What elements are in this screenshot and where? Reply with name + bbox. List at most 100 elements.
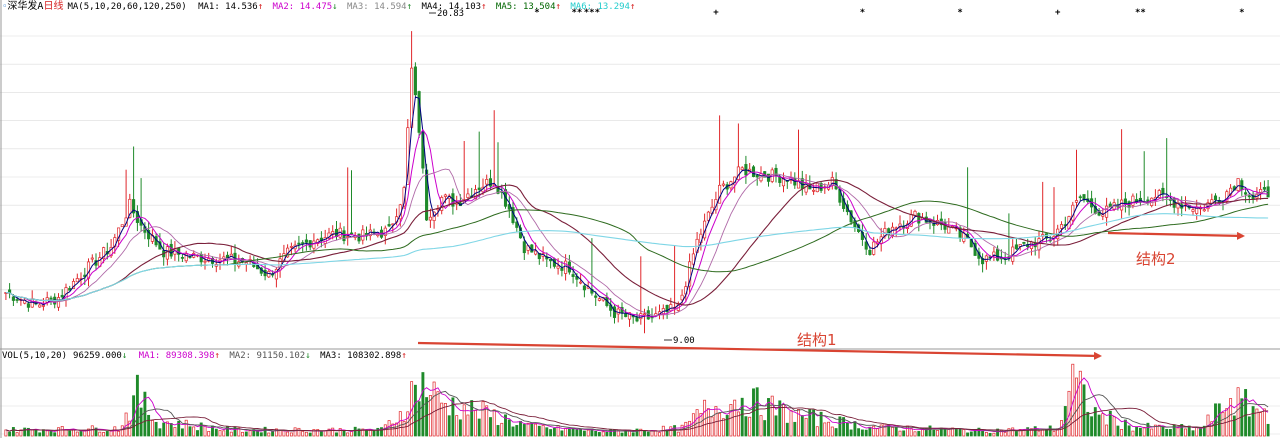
event-mark: *** xyxy=(584,8,600,18)
volume-bar xyxy=(519,420,522,437)
candle-body xyxy=(898,223,902,228)
volume-bar xyxy=(1244,389,1248,437)
volume-bar xyxy=(752,388,755,437)
volume-bar xyxy=(1184,428,1187,437)
volume-bar xyxy=(744,416,748,437)
high-price-value: 20.83 xyxy=(437,9,464,19)
ma10-line xyxy=(5,128,1269,318)
volume-bar xyxy=(594,430,598,437)
volume-bar xyxy=(537,425,541,437)
ma20-line xyxy=(5,168,1269,316)
volume-bar xyxy=(49,430,53,437)
price-header: ◦深华发A日线 MA(5,10,20,60,120,250) MA1: 14.53… xyxy=(2,0,635,12)
volume-bar xyxy=(564,427,568,437)
candle-body xyxy=(1101,214,1105,217)
volume-bar xyxy=(421,372,425,437)
volume-bar xyxy=(740,397,744,437)
candle-body xyxy=(571,274,575,277)
candle-body xyxy=(1131,195,1135,206)
volume-bar xyxy=(1082,384,1086,437)
volume-bar xyxy=(323,430,327,437)
volume-bar xyxy=(45,430,49,437)
candle-body xyxy=(301,242,305,244)
volume-bar xyxy=(1153,424,1157,437)
volume-bar xyxy=(113,426,117,437)
volume-bar xyxy=(1018,429,1022,437)
candle-body xyxy=(413,66,417,96)
event-mark: ** xyxy=(571,8,582,18)
candle-body xyxy=(721,183,725,186)
volume-bar xyxy=(64,429,68,437)
volume-bar xyxy=(481,401,485,437)
volume-bar xyxy=(947,429,951,437)
volume-bar xyxy=(891,427,894,437)
volume-bar xyxy=(755,387,759,437)
volume-bar xyxy=(1011,427,1015,437)
volume-bar xyxy=(1105,424,1109,437)
candle-body xyxy=(564,260,568,274)
ma2-arrow: ↓ xyxy=(332,2,337,12)
volume-bar xyxy=(87,428,90,437)
candle-body xyxy=(680,294,684,301)
candle-body xyxy=(349,232,354,235)
low-price-label: 9.00 xyxy=(664,336,695,346)
volume-bar xyxy=(132,395,136,437)
volume-bar xyxy=(969,431,973,437)
structure2-label: 结构2 xyxy=(1136,250,1176,268)
candle-body xyxy=(289,246,293,248)
volume-bar xyxy=(571,427,575,437)
volume-bar xyxy=(335,432,338,437)
volume-bar xyxy=(368,429,372,437)
volume-bar xyxy=(673,425,677,437)
volume-bar xyxy=(1262,408,1266,437)
volume-bar xyxy=(785,422,789,437)
candle-body xyxy=(120,224,124,228)
volume-bar xyxy=(319,431,323,437)
volume-bar xyxy=(391,423,395,437)
volume-bar xyxy=(72,429,75,437)
ma4-value: MA4: 14.103 xyxy=(421,2,481,12)
volume-bar xyxy=(567,428,571,437)
volume-bar xyxy=(165,421,169,437)
volume-bar xyxy=(669,426,673,437)
volume-bar xyxy=(180,428,184,437)
volume-bar xyxy=(1067,390,1071,437)
volume-bar xyxy=(748,416,752,437)
event-mark: * xyxy=(860,8,865,18)
volume-bar xyxy=(380,427,383,437)
volume-bar xyxy=(729,404,733,437)
volume-bar xyxy=(199,422,203,437)
candle-body xyxy=(1244,192,1248,195)
volume-bar xyxy=(188,426,192,437)
volume-bar xyxy=(1003,432,1007,437)
candle-body xyxy=(1172,198,1176,208)
volume-bar xyxy=(60,426,64,437)
candle-body xyxy=(515,221,519,228)
volume-bar xyxy=(1266,423,1270,437)
volume-bar xyxy=(75,431,79,437)
volume-bar xyxy=(301,430,305,437)
volume-bar xyxy=(988,432,992,437)
volume-bar xyxy=(1176,427,1180,437)
volume-bar xyxy=(53,432,57,437)
candle-body xyxy=(556,265,560,269)
volume-bar xyxy=(1221,412,1225,437)
candle-body xyxy=(267,271,271,278)
volume-bar xyxy=(1150,428,1154,437)
volume-bar xyxy=(357,428,361,437)
candle-body xyxy=(297,242,301,245)
volume-bar xyxy=(271,431,275,437)
volume-bar xyxy=(1191,430,1195,437)
volume-bar xyxy=(94,427,98,437)
volume-bar xyxy=(1210,421,1214,437)
volume-bar xyxy=(233,427,237,437)
volume-bar xyxy=(1255,408,1259,437)
volume-bar xyxy=(413,384,417,437)
volume-bar xyxy=(1180,424,1184,437)
ma4-arrow: ↑ xyxy=(481,2,486,12)
event-mark: * xyxy=(534,8,539,18)
candle-body xyxy=(26,303,30,308)
candle-body xyxy=(642,313,647,316)
volume-bar xyxy=(928,425,932,437)
vol-ma20-line xyxy=(5,400,1269,432)
